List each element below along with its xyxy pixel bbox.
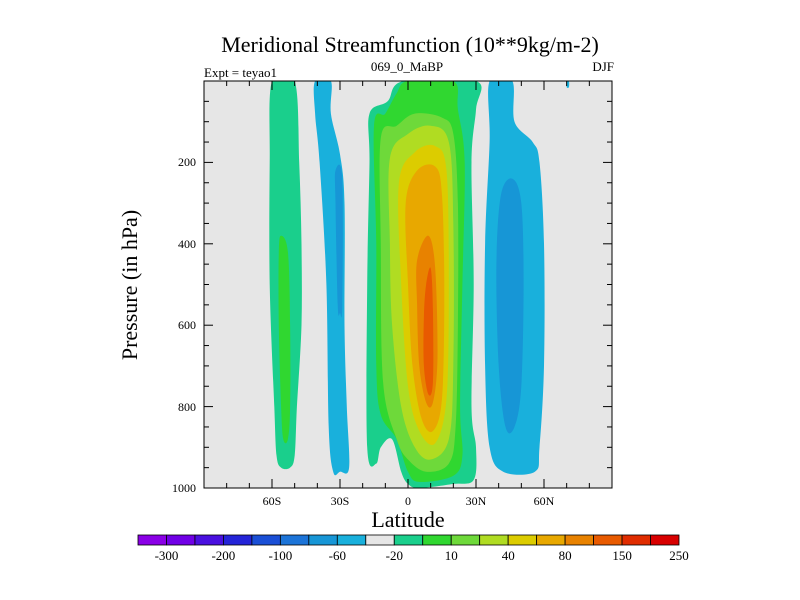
experiment-label: Expt = teyao1 <box>204 65 277 80</box>
y-tick-label-800: 800 <box>178 400 196 414</box>
colorbar-swatch <box>365 534 395 546</box>
colorbar-label: -60 <box>329 548 346 563</box>
tick-layer <box>203 80 613 489</box>
colorbar-label: 80 <box>559 548 572 563</box>
plot-area <box>203 80 613 489</box>
colorbar-label: -100 <box>268 548 292 563</box>
contour-hadley-300 <box>423 267 434 396</box>
colorbar-swatch <box>536 534 566 546</box>
dataset-label: 069_0_MaBP <box>371 59 443 74</box>
colorbar-label: 150 <box>612 548 632 563</box>
colorbar-swatch <box>279 534 310 546</box>
x-tick-label-60n: 60N <box>534 494 555 508</box>
colorbar-swatch <box>621 534 651 546</box>
colorbar-label: -20 <box>386 548 403 563</box>
season-label: DJF <box>592 59 614 74</box>
y-tick-label-400: 400 <box>178 237 196 251</box>
colorbar-swatch <box>166 534 196 546</box>
contour-layer <box>269 81 570 488</box>
plot-frame <box>203 80 613 489</box>
y-tick-label-1000: 1000 <box>172 481 196 495</box>
contour-cell-nh-ferrel-core <box>496 178 524 434</box>
colorbar-label: -200 <box>211 548 235 563</box>
y-axis-label: Pressure (in hPa) <box>117 210 142 360</box>
colorbar-swatch <box>650 534 680 546</box>
colorbar-swatch <box>336 534 367 546</box>
colorbar-labels: -300 -200 -100 -60 -20 10 40 80 150 250 <box>155 548 689 563</box>
x-tick-label-0: 0 <box>405 494 411 508</box>
colorbar-swatch <box>507 534 538 546</box>
colorbar-label: 10 <box>445 548 458 563</box>
colorbar-swatch <box>479 534 509 546</box>
colorbar-swatch <box>251 534 281 546</box>
colorbar-swatch <box>223 534 253 546</box>
y-tick-label-600: 600 <box>178 318 196 332</box>
contour-cell-sh-polar-core <box>278 235 291 444</box>
x-tick-label-30s: 30S <box>331 494 350 508</box>
colorbar-swatch <box>593 534 623 546</box>
colorbar-swatch <box>450 534 481 546</box>
colorbar-swatch <box>137 534 167 546</box>
colorbar-swatch <box>308 534 338 546</box>
colorbar-swatch <box>422 534 452 546</box>
colorbar <box>137 534 680 546</box>
contour-cell-sh-ferrel-core <box>334 164 343 318</box>
x-tick-label-60s: 60S <box>263 494 282 508</box>
x-tick-label-30n: 30N <box>466 494 487 508</box>
colorbar-swatch <box>564 534 594 546</box>
x-tick-labels: 60S 30S 0 30N 60N <box>263 494 555 508</box>
colorbar-label: -300 <box>155 548 179 563</box>
colorbar-label: 250 <box>669 548 689 563</box>
y-tick-labels: 200 400 600 800 1000 <box>172 155 196 495</box>
x-axis-label: Latitude <box>371 507 444 532</box>
y-tick-label-200: 200 <box>178 155 196 169</box>
colorbar-swatch <box>194 534 224 546</box>
colorbar-label: 40 <box>502 548 515 563</box>
chart-title: Meridional Streamfunction (10**9kg/m-2) <box>221 32 599 57</box>
colorbar-swatch <box>393 534 424 546</box>
